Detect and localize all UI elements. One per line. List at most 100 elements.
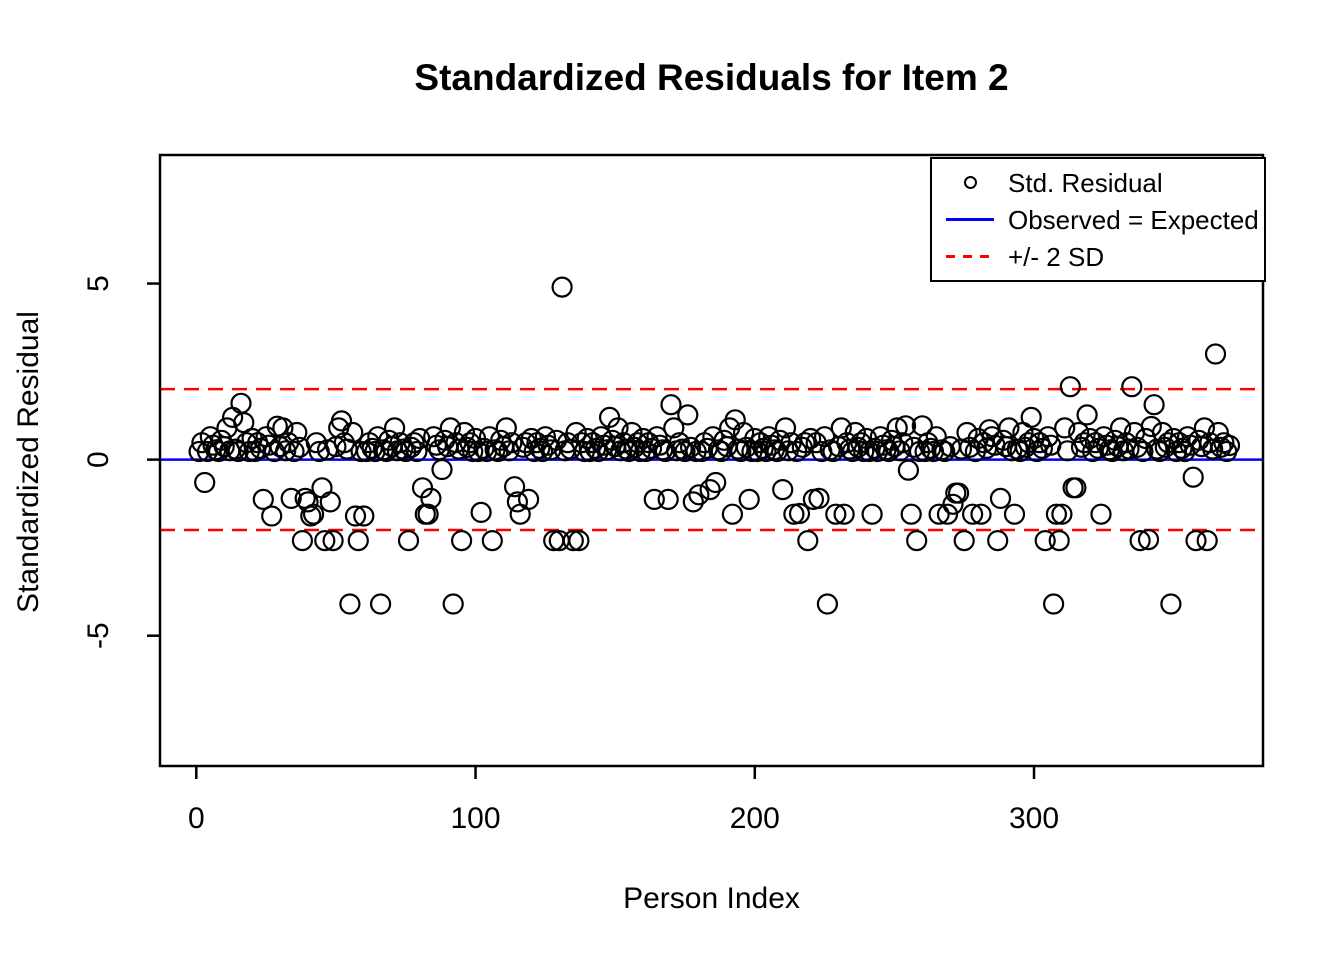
data-point bbox=[772, 479, 794, 501]
data-point bbox=[755, 440, 777, 463]
data-point bbox=[562, 529, 584, 552]
data-point bbox=[1059, 376, 1081, 398]
legend-entry-observed-expected: Observed = Expected bbox=[932, 205, 1264, 235]
data-point bbox=[699, 479, 721, 501]
data-point bbox=[462, 440, 484, 463]
data-point bbox=[384, 417, 406, 439]
data-point bbox=[808, 487, 830, 509]
data-point bbox=[894, 415, 917, 437]
data-point bbox=[481, 529, 503, 552]
data-point bbox=[621, 421, 643, 444]
data-point bbox=[861, 503, 883, 525]
data-point bbox=[1218, 434, 1241, 457]
data-point bbox=[830, 417, 852, 439]
data-point bbox=[1003, 503, 1026, 525]
data-point bbox=[590, 426, 612, 448]
data-point bbox=[688, 484, 710, 506]
data-point bbox=[825, 503, 847, 525]
data-point bbox=[297, 491, 319, 513]
data-point bbox=[442, 593, 464, 615]
data-point bbox=[420, 487, 442, 509]
y-tick-label: 5 bbox=[82, 275, 115, 292]
data-point bbox=[936, 503, 959, 525]
data-point bbox=[1051, 503, 1073, 525]
data-point bbox=[1151, 421, 1174, 444]
data-point bbox=[303, 503, 325, 525]
data-point bbox=[280, 487, 302, 509]
chart-title: Standardized Residuals for Item 2 bbox=[414, 57, 1009, 98]
data-point bbox=[643, 488, 665, 510]
data-point bbox=[403, 432, 425, 454]
data-point bbox=[501, 432, 523, 454]
data-point bbox=[788, 502, 811, 525]
x-tick-label: 200 bbox=[730, 802, 780, 835]
data-point bbox=[897, 459, 920, 481]
legend-symbol-cell bbox=[932, 255, 1008, 258]
data-point bbox=[1020, 406, 1042, 428]
legend-entry-label: Std. Residual bbox=[1008, 167, 1163, 198]
data-point bbox=[981, 426, 1003, 448]
data-point bbox=[470, 501, 492, 524]
data-point bbox=[1068, 421, 1090, 444]
data-point bbox=[291, 529, 313, 552]
data-point bbox=[551, 276, 573, 298]
data-point bbox=[305, 432, 327, 454]
data-point bbox=[1056, 440, 1079, 462]
data-point bbox=[531, 440, 554, 463]
data-point bbox=[1045, 503, 1068, 525]
data-point bbox=[314, 529, 336, 552]
data-point bbox=[1185, 529, 1207, 552]
data-point bbox=[342, 421, 364, 444]
data-point bbox=[1129, 529, 1151, 552]
data-point bbox=[517, 488, 540, 510]
legend-entry-2sd: +/- 2 SD bbox=[932, 242, 1264, 272]
data-point bbox=[1034, 529, 1056, 552]
data-point bbox=[534, 426, 557, 448]
data-point bbox=[397, 529, 420, 552]
data-point bbox=[230, 392, 252, 414]
data-point bbox=[1037, 426, 1059, 448]
data-point bbox=[319, 491, 341, 513]
data-point bbox=[1160, 593, 1182, 615]
data-point bbox=[679, 436, 702, 458]
x-tick-label: 0 bbox=[188, 802, 205, 835]
data-point bbox=[286, 421, 308, 444]
data-point bbox=[1193, 417, 1216, 439]
data-point bbox=[1076, 404, 1098, 426]
data-point bbox=[439, 417, 461, 439]
data-point bbox=[942, 493, 964, 515]
data-point bbox=[732, 421, 755, 444]
data-point bbox=[833, 503, 855, 525]
data-point bbox=[906, 529, 928, 552]
data-point bbox=[1140, 415, 1162, 438]
data-point bbox=[353, 505, 375, 527]
dashed-line-icon bbox=[946, 255, 994, 258]
data-point bbox=[453, 421, 475, 444]
data-point bbox=[1176, 426, 1199, 448]
data-point bbox=[392, 438, 414, 460]
data-point bbox=[568, 529, 590, 552]
x-tick-label: 100 bbox=[451, 802, 501, 835]
data-point bbox=[853, 440, 875, 463]
data-point bbox=[799, 427, 822, 450]
data-point bbox=[339, 593, 361, 615]
open-circle-icon bbox=[963, 176, 977, 189]
data-point bbox=[1109, 417, 1132, 439]
legend-entry-std-residual: Std. Residual bbox=[932, 168, 1264, 198]
data-point bbox=[423, 426, 445, 448]
data-point bbox=[816, 593, 839, 615]
data-point bbox=[1143, 394, 1165, 416]
data-point bbox=[1054, 417, 1076, 439]
data-point bbox=[1048, 529, 1070, 552]
data-point bbox=[886, 417, 908, 439]
data-point bbox=[934, 440, 956, 463]
data-point bbox=[1182, 466, 1204, 488]
x-tick-label: 300 bbox=[1009, 802, 1059, 835]
data-point bbox=[300, 505, 322, 527]
data-point bbox=[431, 458, 453, 481]
data-point bbox=[987, 529, 1009, 552]
legend-entry-label: +/- 2 SD bbox=[1008, 241, 1105, 272]
solid-line-icon bbox=[946, 218, 994, 221]
legend: Std. Residual Observed = Expected +/- 2 … bbox=[930, 157, 1266, 282]
data-point bbox=[272, 417, 294, 439]
